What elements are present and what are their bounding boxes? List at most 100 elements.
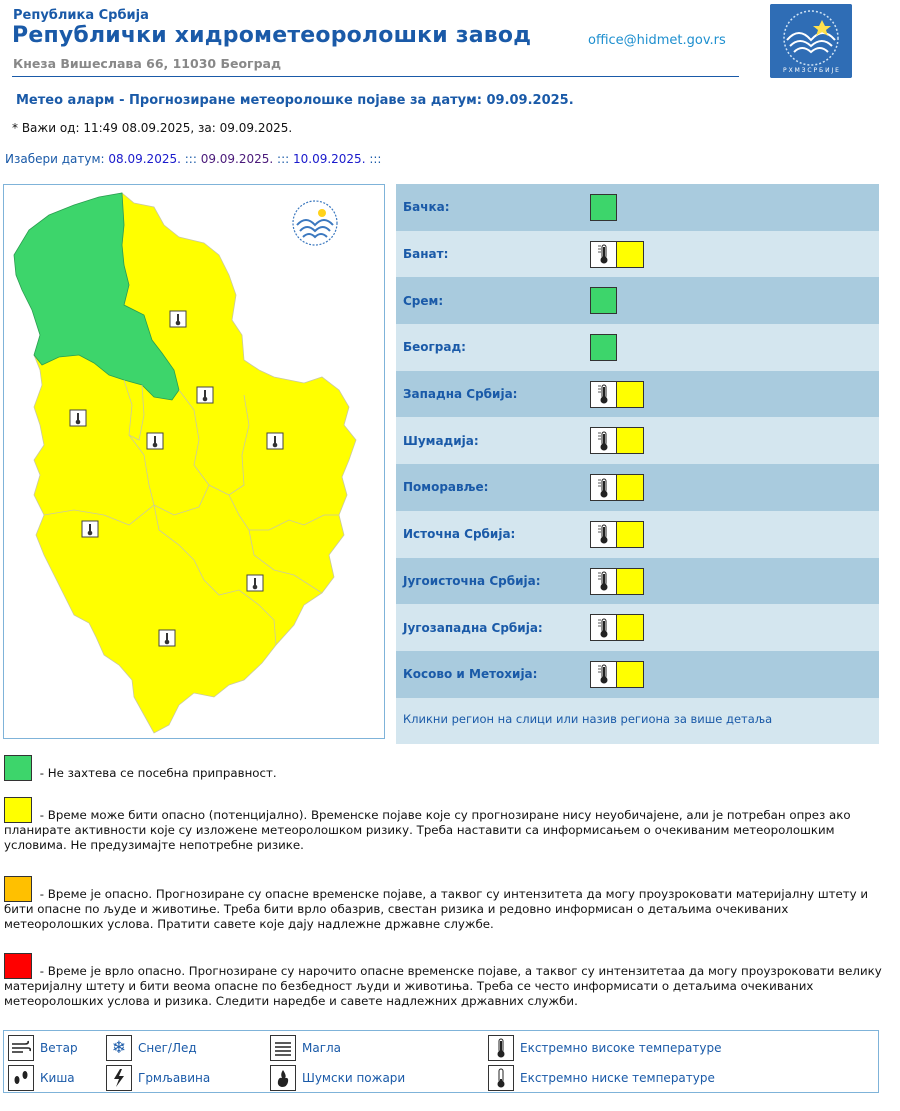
region-row[interactable]: Београд:	[396, 324, 879, 371]
institute-title: Републички хидрометеоролошки завод	[12, 23, 531, 48]
legend-yellow-swatch	[4, 797, 32, 823]
serbia-warning-map	[3, 184, 385, 739]
region-table: Бачка: Банат: Срем: Београд: Западна Србија:…	[396, 184, 879, 744]
valid-from-text: * Важи од: 11:49 08.09.2025, за: 09.09.2…	[12, 121, 292, 135]
status-square-yellow	[617, 427, 644, 454]
thermometer-high-icon	[488, 1035, 514, 1061]
republic-label: Република Србија	[13, 8, 149, 23]
thermometer-high-icon	[590, 241, 617, 268]
region-name-link[interactable]: Косово и Метохија:	[403, 667, 537, 681]
legend-green-text: - Не захтева се посебна приправност.	[36, 766, 277, 780]
region-name-link[interactable]: Срем:	[403, 294, 443, 308]
legend-green: - Не захтева се посебна приправност.	[4, 755, 884, 781]
status-square-yellow	[617, 381, 644, 408]
date-separator: :::	[273, 152, 293, 166]
status-square-green	[590, 334, 617, 361]
region-status	[590, 334, 617, 361]
legend-red: - Време је врло опасно. Прогнозиране су …	[4, 953, 884, 1009]
thermometer-low-icon	[488, 1065, 514, 1091]
region-name-link[interactable]: Поморавље:	[403, 480, 488, 494]
wind-icon	[8, 1035, 34, 1061]
icon-legend-wind: Ветар	[8, 1035, 78, 1061]
region-row[interactable]: Шумадија:	[396, 417, 879, 464]
thermometer-high-icon	[590, 381, 617, 408]
email-link[interactable]: office@hidmet.gov.rs	[588, 33, 726, 48]
date-link-3[interactable]: 10.09.2025.	[293, 152, 366, 166]
region-status	[590, 287, 617, 314]
icon-legend: Ветар ❄ Снег/Лед Магла Екстремно високе …	[3, 1030, 879, 1093]
fog-icon	[270, 1035, 296, 1061]
region-name-link[interactable]: Западна Србија:	[403, 387, 517, 401]
status-square-yellow	[617, 241, 644, 268]
region-name-link[interactable]: Београд:	[403, 340, 466, 354]
thermometer-high-icon	[590, 661, 617, 688]
status-square-yellow	[617, 521, 644, 548]
region-name-link[interactable]: Бачка:	[403, 200, 450, 214]
address-text: Кнеза Вишеслава 66, 11030 Београд	[13, 56, 281, 71]
region-name-link[interactable]: Шумадија:	[403, 434, 479, 448]
forest-fire-icon	[270, 1065, 296, 1091]
thermometer-high-icon	[590, 521, 617, 548]
site-header: Република Србија Републички хидрометеоро…	[0, 0, 900, 82]
region-row[interactable]: Источна Србија:	[396, 511, 879, 558]
date-selector: Изабери датум: 08.09.2025. ::: 09.09.202…	[5, 152, 381, 166]
thermometer-high-icon	[590, 614, 617, 641]
lightning-icon	[106, 1065, 132, 1091]
status-square-yellow	[617, 474, 644, 501]
legend-orange-text: - Време је опасно. Прогнозиране су опасн…	[4, 887, 868, 931]
legend-red-swatch	[4, 953, 32, 979]
icon-legend-thunder: Грмљавина	[106, 1065, 210, 1091]
legend-yellow-text: - Време може бити опасно (потенцијално).…	[4, 808, 851, 852]
region-status	[590, 381, 644, 408]
region-status	[590, 614, 644, 641]
thermometer-high-icon	[590, 427, 617, 454]
region-name-link[interactable]: Југозападна Србија:	[403, 621, 543, 635]
status-square-green	[590, 287, 617, 314]
alarm-title: Метео аларм - Прогнозиране метеоролошке …	[16, 93, 574, 108]
svg-text:Р Х М З С Р Б И Ј Е: Р Х М З С Р Б И Ј Е	[783, 67, 839, 74]
region-name-link[interactable]: Источна Србија:	[403, 527, 515, 541]
thermometer-high-icon	[590, 568, 617, 595]
region-status	[590, 568, 644, 595]
icon-legend-fog: Магла	[270, 1035, 341, 1061]
status-square-yellow	[617, 661, 644, 688]
date-link-1[interactable]: 08.09.2025.	[108, 152, 181, 166]
region-status	[590, 427, 644, 454]
region-row[interactable]: Банат:	[396, 231, 879, 278]
region-status	[590, 521, 644, 548]
status-square-green	[590, 194, 617, 221]
region-row[interactable]: Срем:	[396, 277, 879, 324]
region-row[interactable]: Бачка:	[396, 184, 879, 231]
region-row[interactable]: Југоисточна Србија:	[396, 558, 879, 605]
region-status	[590, 474, 644, 501]
status-square-yellow	[617, 568, 644, 595]
status-square-yellow	[617, 614, 644, 641]
icon-legend-snow: ❄ Снег/Лед	[106, 1035, 197, 1061]
snowflake-icon: ❄	[106, 1035, 132, 1061]
date-selector-label: Изабери датум:	[5, 152, 108, 166]
map-rhmz-logo	[293, 201, 337, 245]
region-status	[590, 241, 644, 268]
region-row[interactable]: Западна Србија:	[396, 371, 879, 418]
legend-red-text: - Време је врло опасно. Прогнозиране су …	[4, 964, 882, 1008]
legend-orange-swatch	[4, 876, 32, 902]
region-row[interactable]: Југозападна Србија:	[396, 604, 879, 651]
legend-orange: - Време је опасно. Прогнозиране су опасн…	[4, 876, 884, 932]
thermometer-high-icon	[590, 474, 617, 501]
rain-icon	[8, 1065, 34, 1091]
rhmz-logo[interactable]: Р Х М З С Р Б И Ј Е	[770, 4, 852, 78]
date-link-2[interactable]: 09.09.2025.	[201, 152, 274, 166]
region-hint-text: Кликни регион на слици или назив региона…	[396, 698, 879, 744]
date-separator: :::	[181, 152, 201, 166]
region-row[interactable]: Косово и Метохија:	[396, 651, 879, 698]
legend-yellow: - Време може бити опасно (потенцијално).…	[4, 797, 884, 853]
legend-green-swatch	[4, 755, 32, 781]
region-status	[590, 661, 644, 688]
region-status	[590, 194, 617, 221]
region-name-link[interactable]: Југоисточна Србија:	[403, 574, 541, 588]
header-divider	[12, 76, 739, 77]
icon-legend-rain: Киша	[8, 1065, 75, 1091]
region-row[interactable]: Поморавље:	[396, 464, 879, 511]
region-name-link[interactable]: Банат:	[403, 247, 448, 261]
icon-legend-fire: Шумски пожари	[270, 1065, 405, 1091]
